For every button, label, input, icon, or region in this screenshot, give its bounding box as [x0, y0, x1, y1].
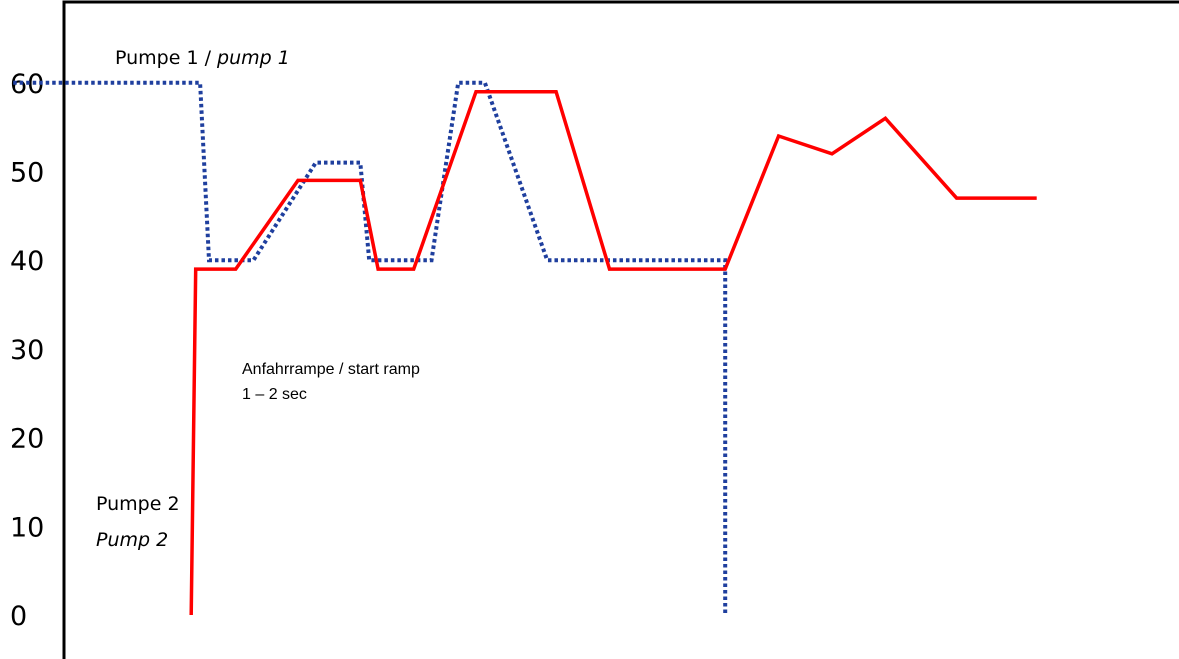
pump1-label-italic: pump 1 — [216, 47, 290, 69]
y-tick-label: 0 — [10, 601, 27, 632]
y-tick-label: 20 — [10, 424, 44, 455]
ramp-annotation-line2: 1 – 2 sec — [242, 386, 307, 403]
pump1-label-main: Pumpe 1 / — [115, 47, 217, 69]
y-tick-label: 30 — [10, 335, 44, 366]
pump2-label-line1: Pumpe 2 — [96, 493, 180, 515]
pump2-series-line — [189, 89, 1037, 616]
y-tick-label: 40 — [10, 246, 44, 277]
ramp-annotation-line1: Anfahrrampe / start ramp — [242, 361, 420, 378]
y-tick-label: 10 — [10, 512, 44, 543]
pump1-series-line — [13, 80, 728, 615]
pump1-label: Pumpe 1 / pump 1 — [115, 47, 290, 69]
series-layer — [13, 80, 1037, 616]
plot-frame — [62, 0, 1179, 659]
y-tick-label: 50 — [10, 158, 44, 189]
pump2-label-line2: Pump 2 — [96, 529, 168, 551]
